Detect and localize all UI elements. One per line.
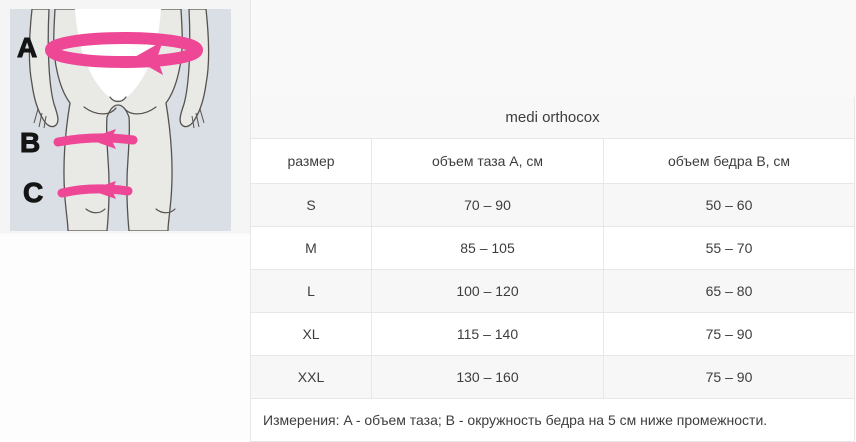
measure-label-c: C [23, 177, 43, 208]
measurement-note-row: Измерения: A - объем таза; B - окружност… [249, 398, 856, 442]
measure-band-b [53, 129, 138, 149]
column-header-hip: объем бедра B, см [602, 138, 856, 184]
size-chart-title-row: medi orthocox [249, 97, 856, 139]
chart-top-spacer [251, 0, 856, 97]
size-chart-header-row: размер объем таза A, см объем бедра B, с… [250, 138, 856, 184]
body-measurement-diagram: A B C [10, 9, 231, 231]
hip-cell: 50 – 60 [602, 183, 856, 227]
size-cell: XL [250, 312, 372, 356]
left-arm [28, 9, 59, 128]
size-chart-table: medi orthocox размер объем таза A, см об… [249, 97, 856, 442]
pelvis-cell: 130 – 160 [371, 355, 604, 399]
size-chart-title: medi orthocox [249, 97, 856, 139]
measurement-note: Измерения: A - объем таза; B - окружност… [249, 398, 856, 442]
table-row-xxl: XXL 130 – 160 75 – 90 [250, 355, 856, 399]
size-cell: S [250, 183, 372, 227]
measure-band-c [57, 181, 133, 199]
column-header-size: размер [250, 138, 372, 184]
sizing-diagram-image: A B C [10, 9, 231, 231]
pelvis-cell: 70 – 90 [371, 183, 604, 227]
size-cell: XXL [250, 355, 372, 399]
table-row-xl: XL 115 – 140 75 – 90 [250, 312, 856, 356]
hip-cell: 75 – 90 [602, 312, 856, 356]
column-header-pelvis: объем таза A, см [371, 138, 604, 184]
hip-cell: 75 – 90 [602, 355, 856, 399]
pelvis-cell: 115 – 140 [371, 312, 604, 356]
size-cell: L [250, 269, 372, 313]
table-row-m: M 85 – 105 55 – 70 [250, 226, 856, 270]
hand-details [33, 108, 205, 129]
measure-label-a: A [17, 32, 37, 63]
measure-label-b: B [20, 127, 40, 158]
hip-cell: 55 – 70 [602, 226, 856, 270]
table-row-s: S 70 – 90 50 – 60 [250, 183, 856, 227]
size-cell: M [250, 226, 372, 270]
measure-band-a [45, 32, 203, 75]
product-diagram-panel: A B C [0, 0, 251, 442]
briefs-highlight [75, 9, 161, 100]
right-arm [179, 9, 210, 128]
pelvis-cell: 100 – 120 [371, 269, 604, 313]
pelvis-cell: 85 – 105 [371, 226, 604, 270]
table-row-l: L 100 – 120 65 – 80 [250, 269, 856, 313]
body-line-details [83, 96, 176, 214]
hip-cell: 65 – 80 [602, 269, 856, 313]
